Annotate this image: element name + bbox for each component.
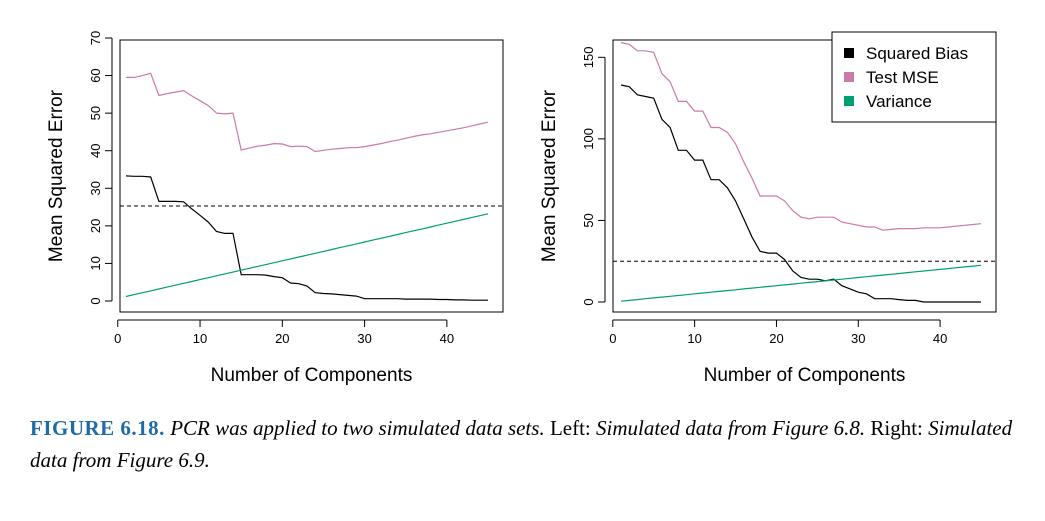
y-axis: 0 50 100 150 xyxy=(581,46,606,306)
y-tick-label: 20 xyxy=(88,219,103,233)
legend-label-test-mse: Test MSE xyxy=(866,68,939,87)
x-tick-label: 10 xyxy=(687,331,701,346)
x-axis: 0 10 20 30 40 xyxy=(609,319,947,346)
figure-caption: FIGURE 6.18. PCR was applied to two simu… xyxy=(30,412,1020,476)
y-tick-label: 40 xyxy=(88,143,103,157)
series-line-squared-bias xyxy=(620,84,981,303)
x-tick-label: 40 xyxy=(440,331,454,346)
x-tick-label: 40 xyxy=(933,331,947,346)
y-tick-label: 30 xyxy=(88,181,103,195)
y-axis-title: Mean Squared Error xyxy=(46,89,67,262)
y-tick-label: 10 xyxy=(88,256,103,270)
x-tick-label: 0 xyxy=(609,331,616,346)
figure-label: FIGURE 6.18. xyxy=(30,416,165,440)
plot-frame xyxy=(119,39,504,313)
x-axis: 0 10 20 30 40 xyxy=(114,319,454,346)
legend-box xyxy=(831,31,997,123)
legend-swatch-squared-bias xyxy=(844,48,854,58)
caption-right-text: Simulated data from Figure 6.9. xyxy=(30,416,1013,472)
y-tick-label: 50 xyxy=(88,106,103,120)
legend-swatch-variance xyxy=(844,96,854,106)
caption-right-label: Right: xyxy=(870,416,923,440)
legend-label-squared-bias: Squared Bias xyxy=(866,44,968,63)
y-tick-label: 60 xyxy=(88,68,103,82)
caption-sentence: PCR was applied to two simulated data se… xyxy=(170,416,545,440)
figure-panels: 0 10 20 30 40 0 10 20 30 40 50 60 70 Number of Compon… xyxy=(46,31,997,386)
series-line-variance xyxy=(125,213,489,298)
legend-swatch-test-mse xyxy=(844,72,854,82)
series-line-variance xyxy=(620,264,982,302)
right-panel: 0 10 20 30 40 0 50 100 150 Number of Components Me… xyxy=(539,31,997,386)
y-tick-label: 70 xyxy=(88,31,103,45)
x-tick-label: 30 xyxy=(357,331,371,346)
y-tick-label: 150 xyxy=(581,46,596,68)
y-tick-label: 50 xyxy=(581,213,596,227)
x-axis-title: Number of Components xyxy=(211,365,413,386)
legend: Squared Bias Test MSE Variance xyxy=(831,31,997,123)
series-line-test-mse xyxy=(126,72,489,153)
plot-frame xyxy=(612,39,997,313)
y-axis: 0 10 20 30 40 50 60 70 xyxy=(88,31,113,305)
x-axis-title: Number of Components xyxy=(704,365,906,386)
left-panel: 0 10 20 30 40 0 10 20 30 40 50 60 70 Number of Compon… xyxy=(46,31,504,386)
y-tick-label: 0 xyxy=(581,298,596,305)
x-tick-label: 20 xyxy=(769,331,783,346)
legend-label-variance: Variance xyxy=(866,92,932,111)
y-tick-label: 100 xyxy=(581,128,596,150)
x-tick-label: 20 xyxy=(275,331,289,346)
caption-left-text: Simulated data from Figure 6.8. xyxy=(596,416,866,440)
caption-left-label: Left: xyxy=(549,416,591,440)
x-tick-label: 0 xyxy=(114,331,121,346)
y-tick-label: 0 xyxy=(88,297,103,304)
x-tick-label: 10 xyxy=(193,331,207,346)
series-line-test-mse xyxy=(620,42,982,231)
y-axis-title: Mean Squared Error xyxy=(539,89,560,262)
series-line-squared-bias xyxy=(125,175,488,301)
x-tick-label: 30 xyxy=(851,331,865,346)
